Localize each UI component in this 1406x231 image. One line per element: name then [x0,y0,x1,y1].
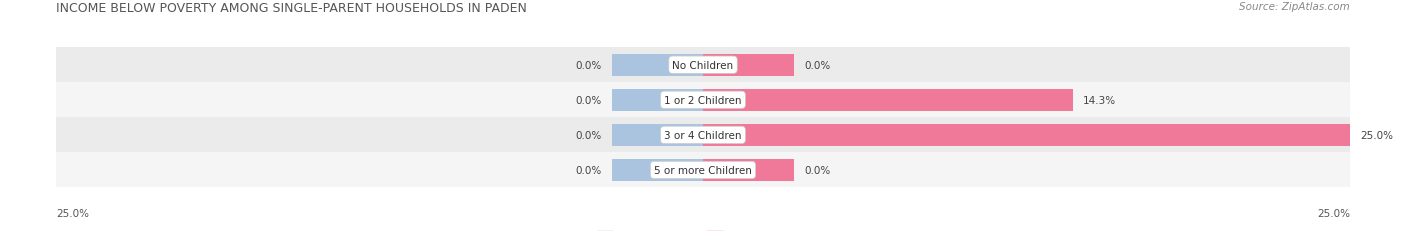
Bar [56,153,1350,188]
Text: 5 or more Children: 5 or more Children [654,165,752,175]
Bar [703,90,1073,111]
Bar [613,55,703,76]
Bar [613,125,703,146]
Bar [613,90,703,111]
Text: Source: ZipAtlas.com: Source: ZipAtlas.com [1239,2,1350,12]
Text: 0.0%: 0.0% [576,165,602,175]
Text: 3 or 4 Children: 3 or 4 Children [664,130,742,140]
Text: 0.0%: 0.0% [804,61,830,70]
Text: 25.0%: 25.0% [1317,208,1350,218]
Text: No Children: No Children [672,61,734,70]
Text: 0.0%: 0.0% [804,165,830,175]
Bar [56,118,1350,153]
Text: 0.0%: 0.0% [576,61,602,70]
Text: 25.0%: 25.0% [56,208,89,218]
Text: 14.3%: 14.3% [1083,95,1116,105]
Text: INCOME BELOW POVERTY AMONG SINGLE-PARENT HOUSEHOLDS IN PADEN: INCOME BELOW POVERTY AMONG SINGLE-PARENT… [56,2,527,15]
Text: 1 or 2 Children: 1 or 2 Children [664,95,742,105]
Bar [703,55,793,76]
Bar [56,83,1350,118]
Text: 0.0%: 0.0% [576,95,602,105]
Text: 25.0%: 25.0% [1360,130,1393,140]
Bar [56,48,1350,83]
Bar [613,159,703,181]
Legend: Single Father, Single Mother: Single Father, Single Mother [592,226,814,231]
Text: 0.0%: 0.0% [576,130,602,140]
Bar [703,125,1350,146]
Bar [703,159,793,181]
